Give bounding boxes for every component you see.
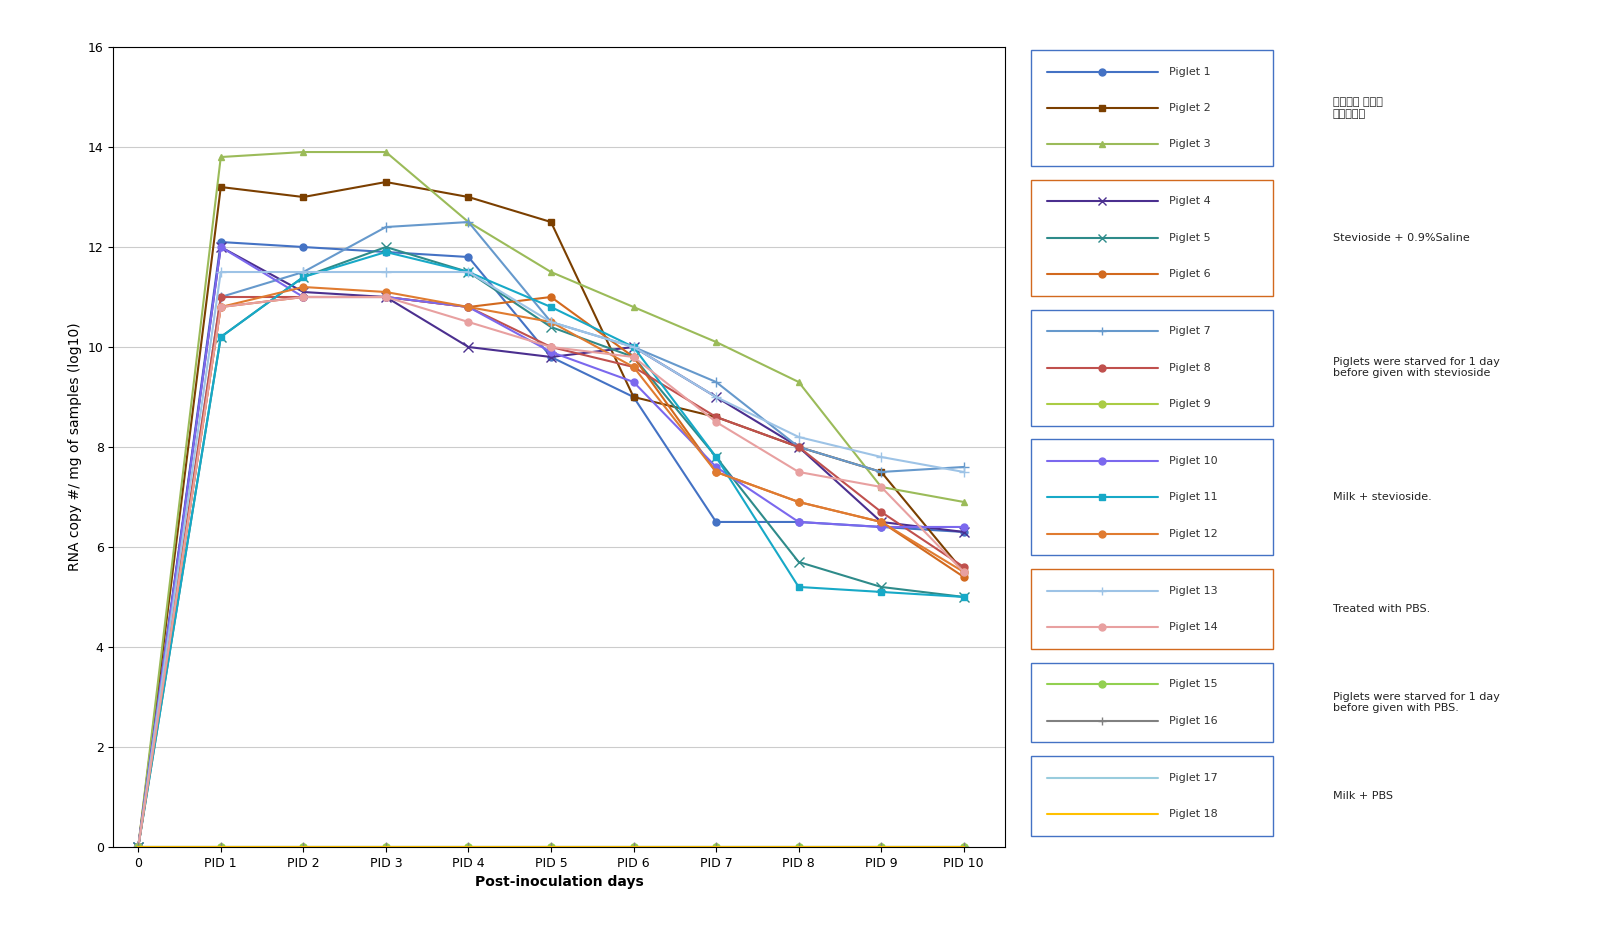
Text: Piglet 7: Piglet 7 xyxy=(1169,327,1211,336)
Text: Piglets were starved for 1 day
before given with PBS.: Piglets were starved for 1 day before gi… xyxy=(1332,692,1499,713)
Text: Piglet 10: Piglet 10 xyxy=(1169,456,1217,466)
Y-axis label: RNA copy #/ mg of samples (log10): RNA copy #/ mg of samples (log10) xyxy=(68,323,83,571)
Text: Milk + PBS: Milk + PBS xyxy=(1332,791,1392,801)
Text: Piglet 18: Piglet 18 xyxy=(1169,809,1217,820)
Text: Stevioside + 0.9%Saline: Stevioside + 0.9%Saline xyxy=(1332,232,1470,243)
Text: Piglet 6: Piglet 6 xyxy=(1169,269,1211,279)
Text: Piglet 9: Piglet 9 xyxy=(1169,399,1211,409)
Text: 바이러스 무접종
음성대조군: 바이러스 무접종 음성대조군 xyxy=(1332,97,1383,119)
Text: Piglet 4: Piglet 4 xyxy=(1169,197,1211,206)
Text: Piglet 8: Piglet 8 xyxy=(1169,362,1211,373)
Text: Piglet 12: Piglet 12 xyxy=(1169,529,1217,539)
Text: Piglet 1: Piglet 1 xyxy=(1169,67,1211,76)
Text: Milk + stevioside.: Milk + stevioside. xyxy=(1332,492,1431,502)
Text: Piglet 16: Piglet 16 xyxy=(1169,716,1217,726)
Bar xyxy=(1031,439,1272,555)
Text: Piglet 2: Piglet 2 xyxy=(1169,103,1211,113)
Text: Piglet 17: Piglet 17 xyxy=(1169,773,1217,783)
Text: Piglet 13: Piglet 13 xyxy=(1169,586,1217,596)
Text: Piglet 15: Piglet 15 xyxy=(1169,679,1217,690)
Bar xyxy=(1031,50,1272,166)
Text: Piglets were starved for 1 day
before given with stevioside: Piglets were starved for 1 day before gi… xyxy=(1332,357,1499,378)
Text: Piglet 14: Piglet 14 xyxy=(1169,622,1217,632)
X-axis label: Post-inoculation days: Post-inoculation days xyxy=(475,875,644,889)
Text: Piglet 5: Piglet 5 xyxy=(1169,232,1211,243)
Bar xyxy=(1031,662,1272,742)
Text: Piglet 3: Piglet 3 xyxy=(1169,139,1211,150)
Bar xyxy=(1031,180,1272,295)
Text: Piglet 11: Piglet 11 xyxy=(1169,492,1217,502)
Bar xyxy=(1031,569,1272,649)
Bar xyxy=(1031,757,1272,836)
Text: Treated with PBS.: Treated with PBS. xyxy=(1332,604,1430,614)
Bar xyxy=(1031,310,1272,425)
